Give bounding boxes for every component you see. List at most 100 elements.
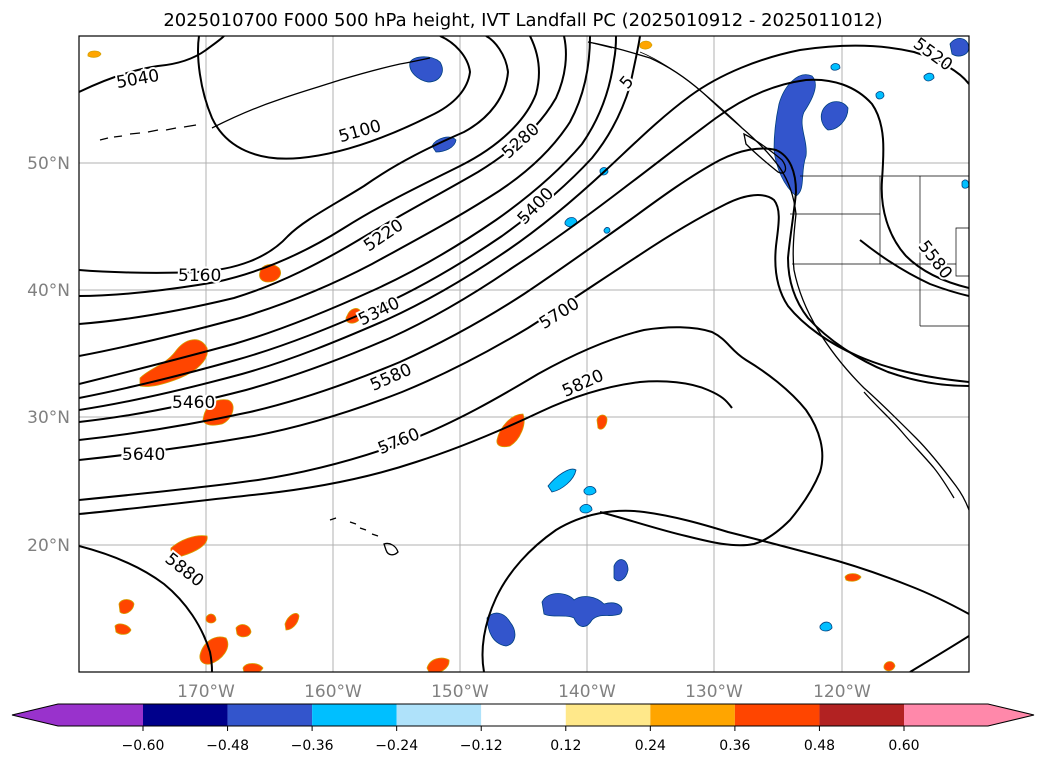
colorbar-tick-label: −0.12: [460, 738, 503, 754]
ivt-blob-negative: [583, 486, 597, 496]
ivt-blob-positive: [114, 623, 132, 635]
colorbar-cell: [734, 704, 820, 726]
ivt-blob-positive: [596, 414, 608, 430]
colorbar-tick-label: −0.24: [375, 738, 418, 754]
colorbar-cells: [58, 704, 988, 726]
ivt-blob-negative: [875, 91, 885, 100]
ivt-blob-negative: [486, 612, 516, 647]
ivt-blob-positive: [205, 613, 217, 624]
colorbar-cell: [227, 704, 313, 726]
colorbar-cell: [396, 704, 482, 726]
ivt-blob-positive: [118, 599, 135, 614]
colorbar-cell: [58, 704, 143, 726]
ivt-blob-positive: [170, 535, 208, 557]
ivt-blob-negative: [547, 468, 577, 493]
aleutian-islands: [99, 124, 197, 141]
ivt-blob-negative: [923, 72, 935, 82]
ivt-blob-negative: [820, 101, 849, 131]
colorbar-tick-label: 0.60: [888, 738, 919, 754]
contour-5820: [79, 380, 733, 515]
contour-5340: [79, 36, 591, 357]
lon-label-140w: 140°W: [558, 682, 616, 702]
colorbar-cell: [819, 704, 904, 726]
colorbar-cell: [904, 704, 988, 726]
contour-5100: [197, 36, 472, 160]
lon-label-120w: 120°W: [813, 682, 871, 702]
ivt-negative-shading: [409, 38, 969, 647]
ivt-blob-positive: [844, 573, 862, 582]
colorbar-extend-min: [12, 704, 58, 726]
colorbar-tick-label: −0.48: [206, 738, 249, 754]
lon-label-130w: 130°W: [685, 682, 743, 702]
ivt-blob-negative: [613, 559, 629, 582]
colorbar: −0.60 −0.48 −0.36 −0.24 −0.12 0.12 0.24 0.36 0.4…: [11, 703, 1035, 754]
ivt-blob-positive: [426, 657, 450, 672]
contour-5520: [79, 44, 969, 411]
colorbar-cell: [650, 704, 735, 726]
height-contours: [79, 36, 969, 672]
colorbar-tick-label: 0.36: [719, 738, 750, 754]
ivt-blob-positive: [139, 339, 208, 387]
contour-5640: [79, 147, 969, 441]
contour-5280: [79, 36, 567, 325]
lat-label-50: 50°N: [27, 154, 70, 174]
ivt-blob-negative: [409, 56, 443, 83]
colorbar-tick-label: 0.24: [635, 738, 666, 754]
lon-labels: 170°W 160°W 150°W 140°W 130°W 120°W: [177, 682, 871, 702]
lat-label-30: 30°N: [27, 408, 70, 428]
ivt-blob-negative: [579, 504, 593, 514]
contour-5040: [79, 36, 225, 93]
colorbar-tick-label: −0.36: [291, 738, 334, 754]
ivt-blob-positive: [242, 663, 264, 672]
map-title: 2025010700 F000 500 hPa height, IVT Land…: [163, 10, 882, 31]
map-frame-border: [78, 35, 970, 673]
contour-5700: [79, 194, 969, 461]
contour-label: 5460: [172, 393, 215, 413]
lon-label-150w: 150°W: [431, 682, 489, 702]
colorbar-tick-label: 0.12: [550, 738, 581, 754]
contour-5880-east: [481, 509, 969, 672]
contour-5160: [79, 36, 510, 274]
contour-5880-south: [909, 635, 969, 672]
colorbar-extend-max: [988, 704, 1034, 726]
ivt-blob-negative: [949, 38, 969, 57]
lat-labels: 50°N 40°N 30°N 20°N: [27, 154, 70, 556]
contour-5580-north: [79, 78, 969, 423]
contour-label: 5640: [122, 445, 165, 465]
lon-label-170w: 170°W: [177, 682, 235, 702]
map-area: 5040 5100 5160 5220 5280 5340 5400 5460 …: [27, 35, 970, 702]
ivt-blob-negative: [830, 63, 841, 71]
map-frame-background: [79, 36, 969, 672]
colorbar-cell: [565, 704, 651, 726]
ivt-blob-positive: [639, 40, 653, 50]
ivt-blob-positive: [259, 264, 281, 283]
colorbar-ticks: −0.60 −0.48 −0.36 −0.24 −0.12 0.12 0.24 0.36 0.4…: [122, 726, 920, 754]
contour-5760: [79, 326, 824, 547]
ivt-blob-negative: [603, 227, 611, 234]
ivt-blob-positive: [284, 613, 300, 631]
us-state-boundaries: [790, 176, 969, 327]
lat-label-20: 20°N: [27, 536, 70, 556]
ivt-blob-positive: [202, 399, 234, 426]
contour-5220: [79, 36, 540, 297]
ivt-blob-negative: [541, 593, 623, 627]
baja-california: [863, 391, 955, 499]
contour-5400: [79, 36, 617, 385]
ivt-blob-negative: [431, 136, 457, 153]
lon-label-160w: 160°W: [304, 682, 362, 702]
contour-label: 5160: [178, 266, 221, 286]
vancouver-island: [743, 132, 787, 174]
ivt-blob-negative: [961, 179, 969, 189]
ivt-blob-negative: [819, 621, 833, 632]
contour-5580-south: [859, 239, 969, 297]
colorbar-cell: [143, 704, 228, 726]
colorbar-outline: [11, 703, 1035, 727]
lat-label-40: 40°N: [27, 281, 70, 301]
hawaii-islands: [329, 517, 399, 556]
ivt-blob-positive: [883, 661, 896, 672]
ivt-blob-positive: [235, 624, 252, 638]
ivt-blob-positive: [87, 50, 102, 58]
colorbar-cell: [481, 704, 566, 726]
alaska-peninsula-coast: [211, 57, 431, 129]
colorbar-cell: [312, 704, 397, 726]
